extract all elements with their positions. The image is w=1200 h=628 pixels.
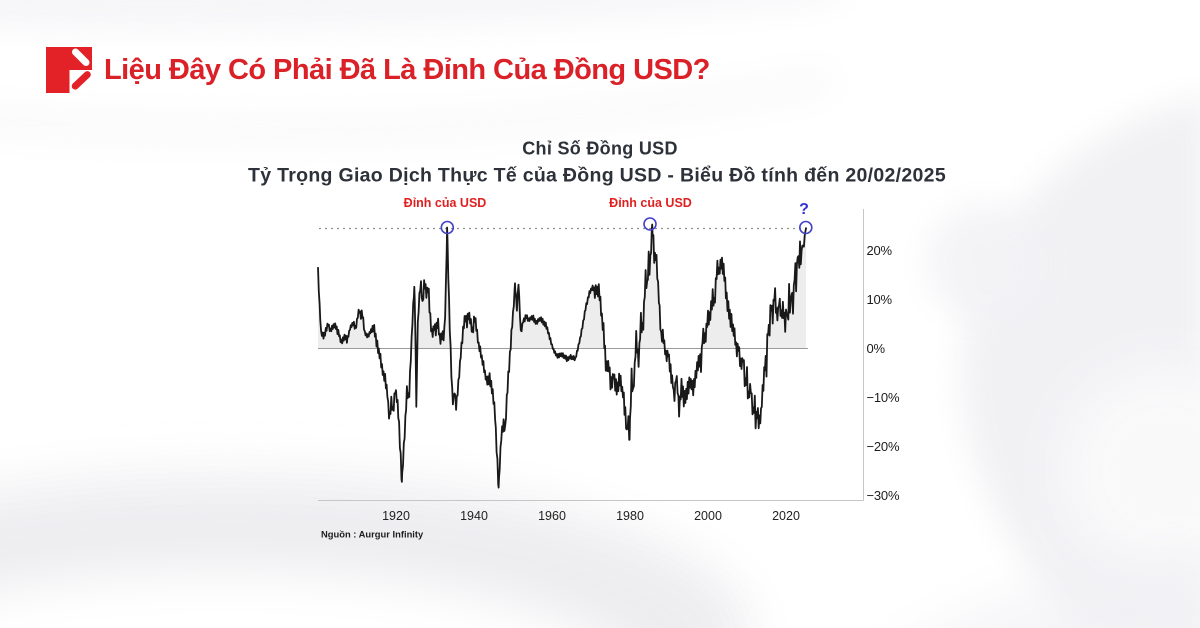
svg-text:Nguồn : Aurgur Infinity: Nguồn : Aurgur Infinity [321, 529, 424, 540]
svg-text:10%: 10% [867, 292, 893, 307]
svg-text:1940: 1940 [460, 509, 488, 523]
svg-text:Chỉ Số Đồng USD: Chỉ Số Đồng USD [522, 139, 678, 159]
svg-text:2020: 2020 [772, 509, 800, 523]
svg-text:−10%: −10% [867, 390, 900, 405]
svg-text:1980: 1980 [616, 509, 644, 523]
svg-text:Đỉnh của USD: Đỉnh của USD [404, 196, 487, 210]
svg-text:−30%: −30% [867, 488, 900, 503]
svg-text:Đỉnh của USD: Đỉnh của USD [609, 196, 692, 210]
svg-text:2000: 2000 [694, 509, 722, 523]
svg-text:?: ? [799, 201, 809, 218]
svg-text:−20%: −20% [867, 439, 900, 454]
svg-text:0%: 0% [867, 341, 886, 356]
svg-text:1920: 1920 [382, 509, 410, 523]
svg-text:Tỷ Trọng Giao Dịch Thực Tế của: Tỷ Trọng Giao Dịch Thực Tế của Đồng USD … [248, 164, 946, 186]
svg-text:20%: 20% [867, 243, 893, 258]
svg-text:1960: 1960 [538, 509, 566, 523]
